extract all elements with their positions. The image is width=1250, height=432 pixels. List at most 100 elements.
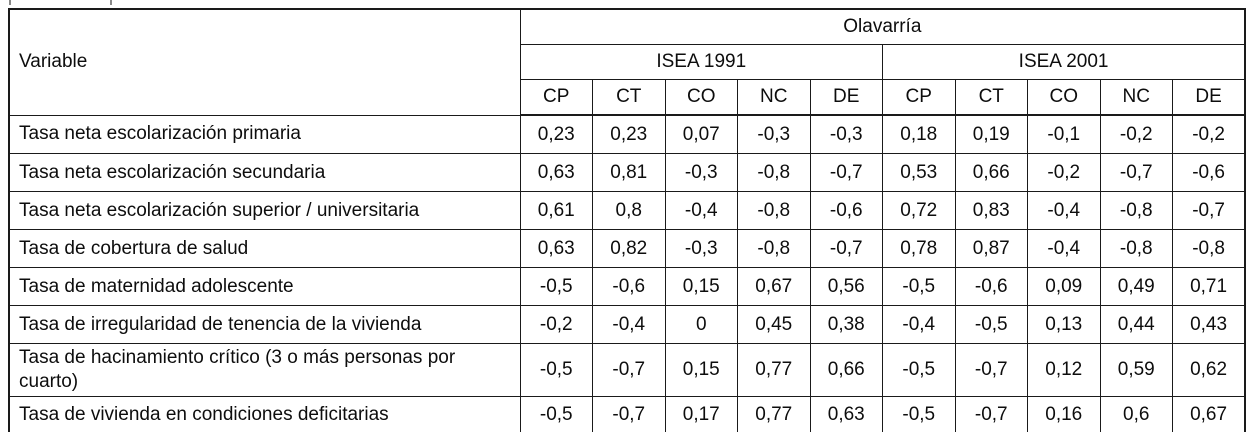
variable-label: Tasa neta escolarización primaria bbox=[8, 114, 521, 154]
value-2001-cp: 0,72 bbox=[882, 191, 956, 230]
value-1991-nc: 0,77 bbox=[737, 343, 811, 397]
value-1991-de: 0,56 bbox=[809, 267, 883, 306]
value-2001-ct: 0,19 bbox=[954, 114, 1028, 154]
value-1991-ct: -0,4 bbox=[592, 305, 666, 344]
isea-correlation-table: Variable Olavarría ISEA 1991 ISEA 2001 C… bbox=[8, 8, 1247, 432]
table-row-0: Tasa neta escolarización primaria 0,23 0,2… bbox=[8, 114, 1246, 154]
header-row-subcolumns: CP CT CO NC DE CP CT CO NC DE bbox=[9, 79, 1246, 116]
value-1991-nc: 0,45 bbox=[737, 305, 811, 344]
value-1991-cp: 0,23 bbox=[519, 114, 593, 154]
value-2001-de: -0,8 bbox=[1172, 229, 1246, 268]
value-2001-de: -0,6 bbox=[1172, 153, 1246, 192]
value-1991-cp: -0,5 bbox=[519, 395, 593, 432]
value-1991-co: -0,3 bbox=[664, 229, 738, 268]
city-header-olavarria: Olavarría bbox=[519, 8, 1246, 45]
value-1991-co: 0,07 bbox=[664, 114, 738, 154]
value-2001-cp: -0,5 bbox=[882, 267, 956, 306]
value-1991-de: -0,3 bbox=[809, 114, 883, 154]
value-2001-co: -0,2 bbox=[1027, 153, 1101, 192]
value-1991-de: -0,7 bbox=[809, 229, 883, 268]
value-1991-nc: -0,8 bbox=[737, 229, 811, 268]
value-1991-nc: -0,3 bbox=[737, 114, 811, 154]
value-2001-nc: -0,7 bbox=[1099, 153, 1173, 192]
table-row-1: Tasa neta escolarización secundaria 0,63 0… bbox=[8, 153, 1246, 192]
value-2001-ct: -0,7 bbox=[954, 343, 1028, 397]
value-2001-ct: -0,6 bbox=[954, 267, 1028, 306]
subcolumn-header-1991-nc: NC bbox=[737, 79, 811, 116]
value-2001-co: 0,13 bbox=[1027, 305, 1101, 344]
value-2001-ct: 0,83 bbox=[954, 191, 1028, 230]
value-1991-nc: -0,8 bbox=[737, 191, 811, 230]
value-2001-de: -0,7 bbox=[1172, 191, 1246, 230]
value-1991-de: 0,66 bbox=[809, 343, 883, 397]
group-header-isea-2001: ISEA 2001 bbox=[882, 44, 1246, 80]
value-1991-cp: -0,2 bbox=[519, 305, 593, 344]
value-1991-ct: -0,6 bbox=[592, 267, 666, 306]
value-2001-de: 0,71 bbox=[1172, 267, 1246, 306]
value-2001-co: 0,12 bbox=[1027, 343, 1101, 397]
value-2001-nc: 0,6 bbox=[1099, 395, 1173, 432]
variable-label: Tasa de hacinamiento crítico (3 o más pe… bbox=[8, 343, 521, 397]
variable-label: Tasa de vivienda en condiciones deficita… bbox=[8, 395, 521, 432]
value-1991-co: 0,15 bbox=[664, 343, 738, 397]
subcolumn-header-1991-cp: CP bbox=[519, 79, 593, 116]
value-1991-ct: 0,8 bbox=[592, 191, 666, 230]
cropped-text-artifact bbox=[110, 0, 112, 5]
table-row-5: Tasa de irregularidad de tenencia de la … bbox=[8, 305, 1246, 344]
value-2001-nc: -0,8 bbox=[1099, 191, 1173, 230]
value-2001-nc: -0,8 bbox=[1099, 229, 1173, 268]
value-1991-de: -0,7 bbox=[809, 153, 883, 192]
value-1991-nc: 0,67 bbox=[737, 267, 811, 306]
value-2001-cp: -0,5 bbox=[882, 395, 956, 432]
variable-label: Tasa neta escolarización secundaria bbox=[8, 153, 521, 192]
value-2001-co: -0,4 bbox=[1027, 229, 1101, 268]
value-1991-de: 0,38 bbox=[809, 305, 883, 344]
header-row-city: Variable Olavarría bbox=[8, 8, 1246, 116]
value-1991-nc: -0,8 bbox=[737, 153, 811, 192]
variable-label: Tasa de maternidad adolescente bbox=[8, 267, 521, 306]
value-2001-co: -0,1 bbox=[1027, 114, 1101, 154]
value-1991-co: 0,17 bbox=[664, 395, 738, 432]
value-2001-ct: -0,5 bbox=[954, 305, 1028, 344]
value-2001-de: 0,62 bbox=[1172, 343, 1246, 397]
value-2001-co: -0,4 bbox=[1027, 191, 1101, 230]
table-row-4: Tasa de maternidad adolescente -0,5 -0,6 0,… bbox=[8, 267, 1246, 306]
variable-column-header: Variable bbox=[8, 8, 521, 116]
value-1991-ct: 0,82 bbox=[592, 229, 666, 268]
value-2001-co: 0,09 bbox=[1027, 267, 1101, 306]
table-row-6: Tasa de hacinamiento crítico (3 o más pe… bbox=[8, 343, 1246, 397]
value-1991-ct: -0,7 bbox=[592, 343, 666, 397]
value-2001-de: 0,43 bbox=[1172, 305, 1246, 344]
subcolumn-header-1991-co: CO bbox=[664, 79, 738, 116]
value-2001-co: 0,16 bbox=[1027, 395, 1101, 432]
variable-label: Tasa neta escolarización superior / univ… bbox=[8, 191, 521, 230]
value-1991-co: -0,3 bbox=[664, 153, 738, 192]
group-header-isea-1991: ISEA 1991 bbox=[519, 44, 883, 80]
value-2001-de: -0,2 bbox=[1172, 114, 1246, 154]
value-2001-cp: 0,18 bbox=[882, 114, 956, 154]
value-1991-nc: 0,77 bbox=[737, 395, 811, 432]
value-1991-co: 0,15 bbox=[664, 267, 738, 306]
subcolumn-header-2001-cp: CP bbox=[882, 79, 956, 116]
table-body: Tasa neta escolarización primaria 0,23 0,2… bbox=[8, 114, 1246, 432]
value-1991-cp: 0,63 bbox=[519, 229, 593, 268]
header-row-groups: ISEA 1991 ISEA 2001 bbox=[9, 44, 1246, 80]
subcolumn-header-1991-ct: CT bbox=[592, 79, 666, 116]
value-2001-cp: -0,5 bbox=[882, 343, 956, 397]
value-2001-cp: -0,4 bbox=[882, 305, 956, 344]
value-1991-cp: 0,63 bbox=[519, 153, 593, 192]
value-2001-ct: 0,66 bbox=[954, 153, 1028, 192]
value-1991-ct: -0,7 bbox=[592, 395, 666, 432]
subcolumn-header-2001-co: CO bbox=[1027, 79, 1101, 116]
value-1991-cp: -0,5 bbox=[519, 267, 593, 306]
value-1991-cp: 0,61 bbox=[519, 191, 593, 230]
value-2001-de: 0,67 bbox=[1172, 395, 1246, 432]
variable-label: Tasa de cobertura de salud bbox=[8, 229, 521, 268]
subcolumn-header-2001-ct: CT bbox=[954, 79, 1028, 116]
subcolumn-header-2001-de: DE bbox=[1172, 79, 1246, 116]
value-2001-cp: 0,53 bbox=[882, 153, 956, 192]
value-1991-co: -0,4 bbox=[664, 191, 738, 230]
value-2001-cp: 0,78 bbox=[882, 229, 956, 268]
value-1991-ct: 0,81 bbox=[592, 153, 666, 192]
